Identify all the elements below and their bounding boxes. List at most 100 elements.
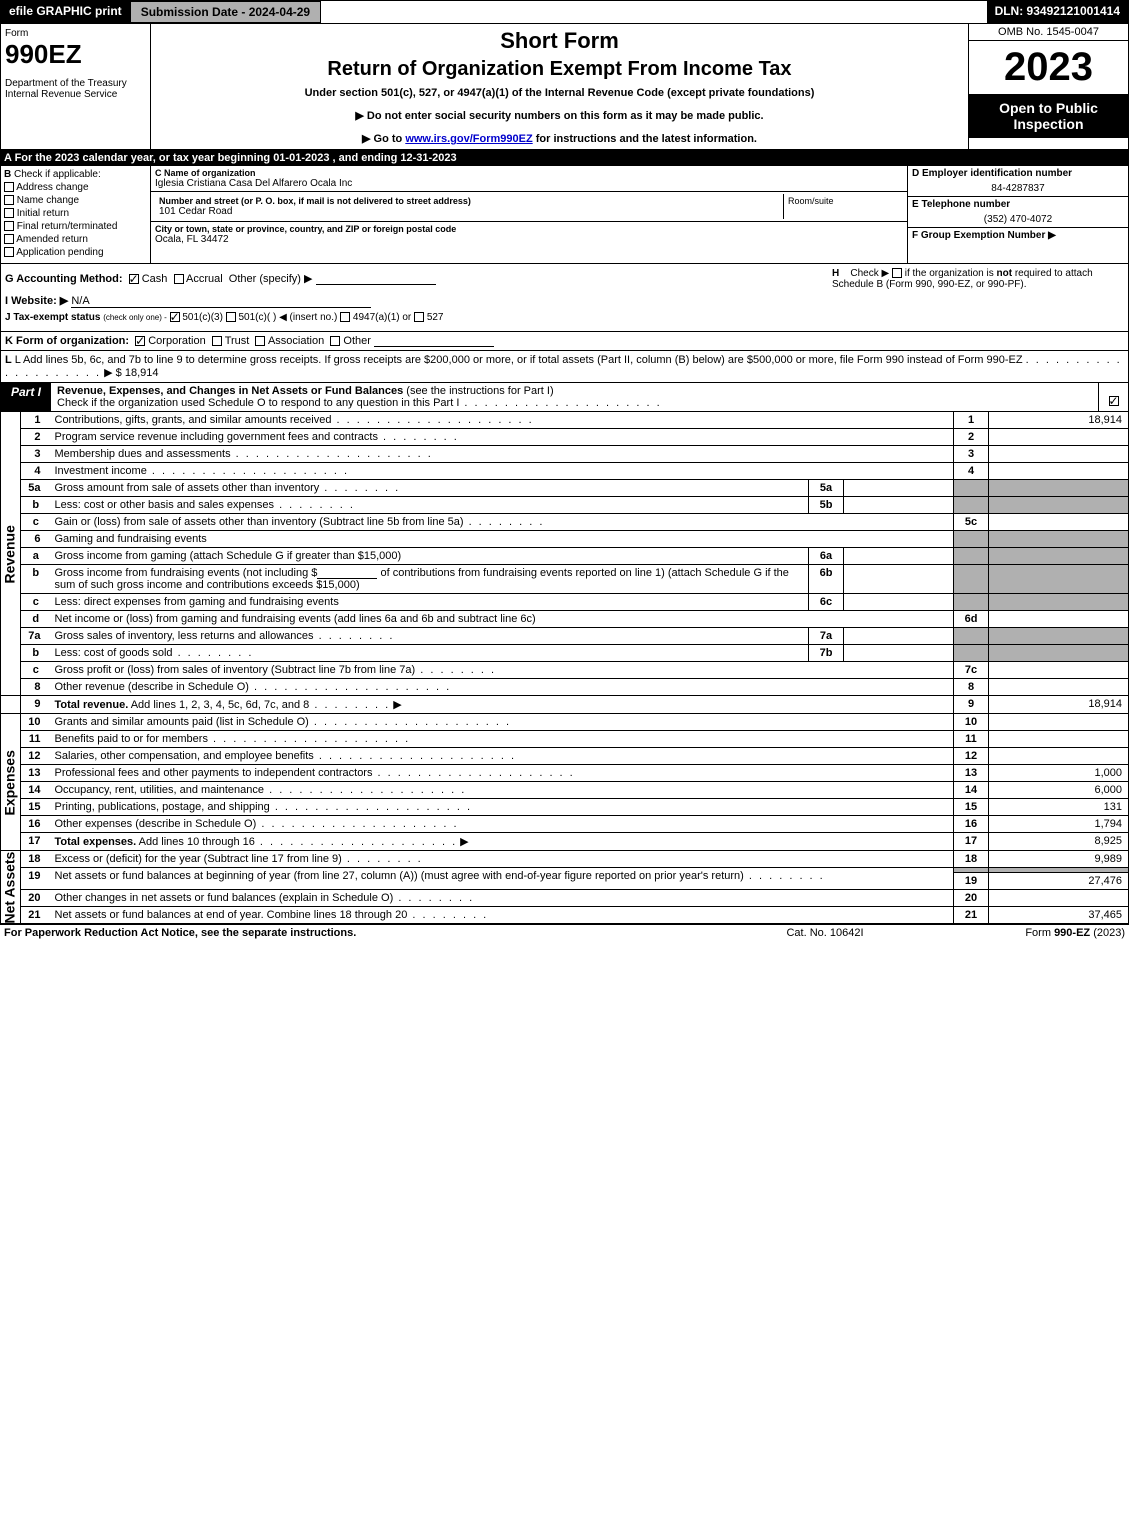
efile-label[interactable]: efile GRAPHIC print: [1, 1, 130, 23]
row-10: Expenses 10 Grants and similar amounts p…: [1, 714, 1129, 731]
k-corp-checkbox[interactable]: [135, 336, 145, 346]
line4-val: [989, 463, 1129, 480]
h-checkbox[interactable]: [892, 268, 902, 278]
topbar-spacer: [321, 1, 986, 23]
part-i-title-sub: (see the instructions for Part I): [406, 385, 553, 397]
g-cash-checkbox[interactable]: [129, 274, 139, 284]
ein-cell: D Employer identification number 84-4287…: [908, 166, 1128, 197]
omb-number: OMB No. 1545-0047: [969, 24, 1128, 41]
line20-val: [989, 890, 1129, 907]
row-6a: a Gross income from gaming (attach Sched…: [1, 548, 1129, 565]
line6c-desc: Less: direct expenses from gaming and fu…: [55, 596, 339, 608]
part-i-title-main: Revenue, Expenses, and Changes in Net As…: [57, 385, 403, 397]
line14-desc: Occupancy, rent, utilities, and maintena…: [55, 784, 265, 796]
line11-desc: Benefits paid to or for members: [55, 733, 208, 745]
row-5b: b Less: cost or other basis and sales ex…: [1, 497, 1129, 514]
part-i-schedule-o-checkbox[interactable]: [1109, 396, 1119, 406]
line5a-desc: Gross amount from sale of assets other t…: [55, 482, 320, 494]
checkbox-final-return[interactable]: Final return/terminated: [4, 221, 147, 232]
g-accrual-checkbox[interactable]: [174, 274, 184, 284]
line7a-desc: Gross sales of inventory, less returns a…: [55, 630, 314, 642]
mini-7b-val: [844, 645, 954, 662]
section-ghij: H Check ▶ if the organization is not req…: [0, 264, 1129, 332]
line1-desc: Contributions, gifts, grants, and simila…: [55, 414, 332, 426]
short-form-title: Short Form: [159, 28, 960, 54]
line3-val: [989, 446, 1129, 463]
row-21: 21 Net assets or fund balances at end of…: [1, 907, 1129, 924]
j-527-checkbox[interactable]: [414, 312, 424, 322]
line6d-desc: Net income or (loss) from gaming and fun…: [55, 613, 536, 625]
city-value: Ocala, FL 34472: [155, 234, 903, 245]
line5b-desc: Less: cost or other basis and sales expe…: [55, 499, 275, 511]
line6-desc: Gaming and fundraising events: [55, 533, 207, 545]
form-number: 990EZ: [5, 39, 146, 70]
line14-val: 6,000: [989, 782, 1129, 799]
k-other-checkbox[interactable]: [330, 336, 340, 346]
row-7a: 7a Gross sales of inventory, less return…: [1, 628, 1129, 645]
part-i-header: Part I Revenue, Expenses, and Changes in…: [0, 382, 1129, 412]
g-cash: Cash: [142, 273, 168, 285]
line-a: A For the 2023 calendar year, or tax yea…: [0, 150, 1129, 166]
k-trust: Trust: [225, 335, 250, 347]
l-text: L Add lines 5b, 6c, and 7b to line 9 to …: [15, 354, 1023, 366]
row-12: 12 Salaries, other compensation, and emp…: [1, 748, 1129, 765]
checkbox-address-change[interactable]: Address change: [4, 182, 147, 193]
mini-6c: 6c: [809, 594, 844, 611]
k-other-blank[interactable]: [374, 335, 494, 347]
revenue-table: Revenue 1 Contributions, gifts, grants, …: [0, 412, 1129, 714]
checkbox-amended[interactable]: Amended return: [4, 234, 147, 245]
street-cell: Number and street (or P. O. box, if mail…: [151, 192, 907, 222]
opt-pending: Application pending: [16, 247, 103, 258]
row-11: 11 Benefits paid to or for members 11: [1, 731, 1129, 748]
j-4947-checkbox[interactable]: [340, 312, 350, 322]
k-assoc-checkbox[interactable]: [255, 336, 265, 346]
netassets-vlabel: Net Assets: [1, 851, 21, 924]
line3-desc: Membership dues and assessments: [55, 448, 231, 460]
website-value: N/A: [71, 295, 371, 308]
mini-7a: 7a: [809, 628, 844, 645]
mini-5a-val: [844, 480, 954, 497]
checkbox-application-pending[interactable]: Application pending: [4, 247, 147, 258]
irs-link[interactable]: www.irs.gov/Form990EZ: [405, 133, 532, 145]
part-i-checkbox-cell: [1098, 383, 1128, 411]
row-6d: d Net income or (loss) from gaming and f…: [1, 611, 1129, 628]
k-trust-checkbox[interactable]: [212, 336, 222, 346]
j-4947: 4947(a)(1) or: [353, 312, 411, 323]
line12-val: [989, 748, 1129, 765]
footer-right-bold: 990-EZ: [1054, 927, 1090, 939]
checkbox-name-change[interactable]: Name change: [4, 195, 147, 206]
row-5c: c Gain or (loss) from sale of assets oth…: [1, 514, 1129, 531]
line6b-blank[interactable]: [317, 567, 377, 579]
row-3: 3 Membership dues and assessments 3: [1, 446, 1129, 463]
row-6b: b Gross income from fundraising events (…: [1, 565, 1129, 594]
mini-6b-val: [844, 565, 954, 594]
footer-mid: Cat. No. 10642I: [725, 927, 925, 939]
row-18: Net Assets 18 Excess or (deficit) for th…: [1, 851, 1129, 868]
l-arrow: ▶ $: [104, 367, 122, 379]
header-left: Form 990EZ Department of the Treasury In…: [1, 24, 151, 149]
j-501c3-checkbox[interactable]: [170, 312, 180, 322]
line17-val: 8,925: [989, 833, 1129, 851]
tax-year: 2023: [969, 41, 1128, 94]
j-501c3: 501(c)(3): [182, 312, 223, 323]
row-7b: b Less: cost of goods sold 7b: [1, 645, 1129, 662]
column-def: D Employer identification number 84-4287…: [908, 166, 1128, 263]
part-i-label: Part I: [1, 383, 51, 411]
line15-val: 131: [989, 799, 1129, 816]
street-value: 101 Cedar Road: [159, 206, 779, 217]
revenue-vlabel: Revenue: [1, 412, 21, 696]
line6b-desc-pre: Gross income from fundraising events (no…: [55, 567, 318, 579]
opt-amended: Amended return: [16, 234, 88, 245]
h-if: if the organization is: [905, 268, 994, 279]
j-501c-checkbox[interactable]: [226, 312, 236, 322]
line-j: J Tax-exempt status (check only one) - 5…: [5, 312, 1124, 323]
checkbox-initial-return[interactable]: Initial return: [4, 208, 147, 219]
g-other-blank[interactable]: [316, 273, 436, 285]
city-label: City or town, state or province, country…: [155, 224, 903, 234]
footer-right-pre: Form: [1025, 927, 1054, 939]
column-b: B Check if applicable: Address change Na…: [1, 166, 151, 263]
netassets-table: Net Assets 18 Excess or (deficit) for th…: [0, 851, 1129, 924]
k-corp: Corporation: [148, 335, 205, 347]
line18-val: 9,989: [989, 851, 1129, 868]
line20-desc: Other changes in net assets or fund bala…: [55, 892, 394, 904]
